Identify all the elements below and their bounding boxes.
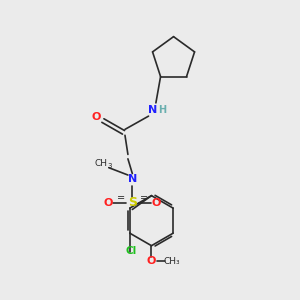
Text: N: N [148,105,158,115]
Text: H: H [158,105,166,115]
Text: O: O [103,198,113,208]
Text: CH: CH [95,159,108,168]
Text: O: O [92,112,101,122]
Text: O: O [147,256,156,266]
Text: =: = [116,194,124,204]
Text: =: = [140,194,148,204]
Text: S: S [128,196,137,209]
Text: Cl: Cl [126,246,137,256]
Text: N: N [128,174,137,184]
Text: O: O [152,198,161,208]
Text: CH₃: CH₃ [164,256,180,266]
Text: 3: 3 [107,163,112,169]
